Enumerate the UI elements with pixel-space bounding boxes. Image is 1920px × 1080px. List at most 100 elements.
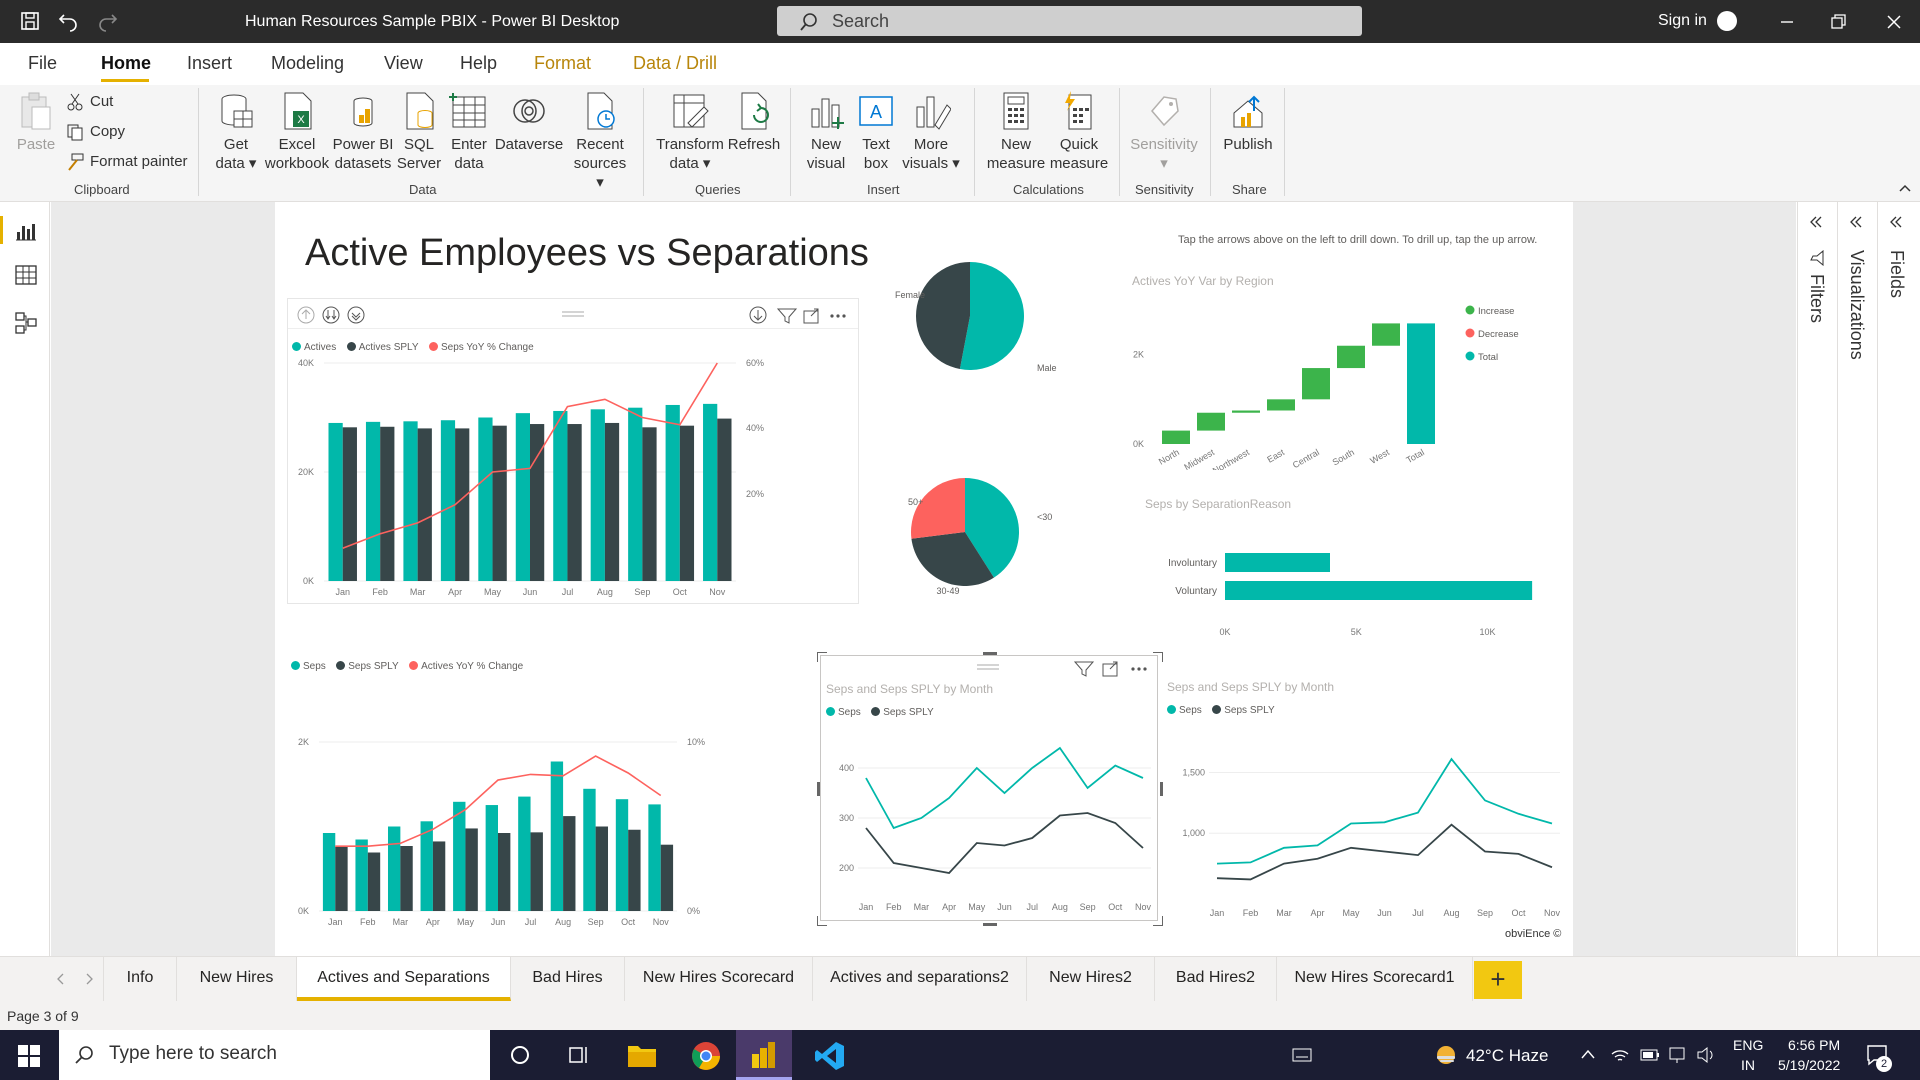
bar-actives — [590, 409, 605, 581]
close-icon[interactable] — [1882, 10, 1906, 34]
menu-file[interactable]: File — [28, 53, 58, 73]
page-tab-actives-and-separations2[interactable]: Actives and separations2 — [813, 957, 1027, 1001]
power-bi-datasets-button[interactable]: Power BI datasets — [332, 91, 394, 173]
text-box-button[interactable]: A Text box — [852, 91, 900, 173]
sql-server-button[interactable]: SQL Server — [395, 91, 443, 173]
refresh-button[interactable]: Refresh — [726, 91, 782, 154]
transform-data-button[interactable]: Transform data ▾ — [654, 91, 726, 173]
collapse-ribbon-icon[interactable] — [1898, 183, 1912, 193]
get-data-button[interactable]: Get data ▾ — [208, 91, 264, 173]
language-code[interactable]: ENG — [1733, 1037, 1764, 1053]
fields-pane[interactable]: Fields — [1877, 202, 1915, 956]
bar-seps-sply — [563, 816, 576, 911]
model-view-icon[interactable] — [13, 310, 39, 336]
windows-start-icon[interactable] — [18, 1045, 40, 1067]
show-hidden-icons-icon[interactable] — [1580, 1048, 1596, 1060]
power-bi-taskbar-button[interactable] — [736, 1030, 792, 1080]
task-view-icon[interactable] — [568, 1044, 590, 1066]
page-tab-new-hires[interactable]: New Hires — [177, 957, 297, 1001]
prev-page-icon[interactable] — [56, 973, 66, 985]
menu-format[interactable]: Format — [534, 53, 592, 73]
sensitivity-button[interactable]: Sensitivity ▾ — [1126, 91, 1202, 173]
region-waterfall-chart[interactable]: Actives YoY Var by Region 0K 2K North Midwe… — [1132, 274, 1552, 474]
data-view-icon[interactable] — [13, 262, 39, 288]
selection-handles[interactable] — [817, 652, 1163, 926]
vscode-icon[interactable] — [814, 1040, 846, 1072]
minimize-icon[interactable] — [1775, 10, 1799, 34]
avatar[interactable] — [1717, 11, 1737, 31]
pie-slice-50 — [911, 478, 965, 539]
region-code[interactable]: IN — [1741, 1057, 1755, 1073]
page-tab-info[interactable]: Info — [103, 957, 177, 1001]
dataverse-button[interactable]: Dataverse — [493, 91, 565, 154]
sign-in-link[interactable]: Sign in — [1658, 12, 1707, 29]
recent-sources-button[interactable]: Recent sources ▾ — [572, 91, 628, 192]
page-tab-actives-and-separations[interactable]: Actives and Separations — [297, 957, 511, 1001]
add-page-button[interactable]: + — [1474, 961, 1522, 999]
search-input[interactable]: Search — [777, 6, 1362, 36]
next-page-icon[interactable] — [84, 973, 94, 985]
save-icon[interactable] — [18, 9, 42, 33]
cut-button[interactable]: Cut — [67, 93, 113, 111]
visualizations-pane[interactable]: Visualizations — [1837, 202, 1875, 956]
visual-options[interactable] — [1073, 658, 1153, 678]
new-visual-button[interactable]: New visual — [800, 91, 852, 173]
cortana-icon[interactable] — [509, 1044, 531, 1066]
page-tab-new-hires-scorecard1[interactable]: New Hires Scorecard1 — [1277, 957, 1473, 1001]
drag-handle-icon[interactable] — [977, 664, 999, 670]
page-tab-bad-hires2[interactable]: Bad Hires2 — [1155, 957, 1277, 1001]
age-pie-chart[interactable]: <30 30-49 50+ — [865, 462, 1075, 612]
report-view-icon[interactable] — [13, 218, 39, 244]
seps-by-month-line-chart[interactable]: Seps and Seps SPLY by Month Seps Seps SP… — [1167, 680, 1567, 920]
paste-button[interactable]: Paste — [14, 91, 58, 154]
chrome-icon[interactable] — [690, 1040, 722, 1072]
visual-options[interactable] — [748, 305, 848, 325]
menu-data-drill[interactable]: Data / Drill — [633, 53, 718, 73]
excel-icon: X — [284, 92, 312, 130]
seps-by-month-line-chart-selected[interactable]: Seps and Seps SPLY by Month Seps Seps SP… — [817, 652, 1163, 926]
file-explorer-icon[interactable] — [626, 1040, 658, 1070]
seps-combo-chart[interactable]: Seps Seps SPLY Actives YoY % Change 0K 2K… — [287, 652, 797, 932]
x-tick-label: Aug — [1052, 902, 1068, 912]
battery-icon[interactable] — [1640, 1048, 1660, 1062]
network-icon[interactable] — [1610, 1046, 1630, 1064]
filters-pane[interactable]: Filters — [1797, 202, 1835, 956]
weather-icon[interactable] — [1433, 1042, 1459, 1068]
menu-modeling[interactable]: Modeling — [271, 53, 345, 73]
copy-button[interactable]: Copy — [67, 123, 125, 141]
redo-icon[interactable] — [96, 9, 120, 33]
separation-reason-bar-chart[interactable]: Seps by SeparationReason Involuntary Volu… — [1145, 497, 1565, 647]
notifications-icon[interactable] — [1866, 1044, 1888, 1066]
drill-controls[interactable] — [296, 305, 366, 325]
publish-button[interactable]: Publish — [1218, 91, 1278, 154]
menu-insert[interactable]: Insert — [187, 53, 233, 73]
bar-seps-sply — [400, 846, 413, 911]
expand-chevron-icon[interactable] — [1808, 214, 1824, 230]
more-visuals-button[interactable]: More visuals ▾ — [900, 91, 962, 173]
enter-data-button[interactable]: Enter data — [446, 91, 492, 173]
undo-icon[interactable] — [56, 9, 80, 33]
menu-home[interactable]: Home — [101, 53, 152, 73]
page-tab-new-hires2[interactable]: New Hires2 — [1027, 957, 1155, 1001]
quick-measure-button[interactable]: Quick measure — [1046, 91, 1112, 173]
expand-chevron-icon[interactable] — [1848, 214, 1864, 230]
format-painter-button[interactable]: Format painter — [68, 153, 188, 171]
menu-help[interactable]: Help — [460, 53, 498, 73]
clock-date[interactable]: 5/19/2022 — [1778, 1057, 1841, 1073]
actives-combo-chart[interactable]: Actives Actives SPLY Seps YoY % Change 0… — [287, 298, 859, 604]
page-tab-new-hires-scorecard[interactable]: New Hires Scorecard — [625, 957, 813, 1001]
clock-time[interactable]: 6:56 PM — [1788, 1037, 1841, 1053]
volume-icon[interactable] — [1696, 1046, 1716, 1064]
gender-pie-chart[interactable]: Male Female — [865, 244, 1075, 374]
restore-icon[interactable] — [1826, 10, 1850, 34]
menu-view[interactable]: View — [384, 53, 423, 73]
taskbar-search-input[interactable]: Type here to search — [59, 1030, 490, 1080]
new-measure-button[interactable]: New measure — [983, 91, 1049, 173]
display-icon[interactable] — [1668, 1046, 1688, 1064]
keyboard-icon[interactable] — [1292, 1048, 1312, 1062]
page-tab-bad-hires[interactable]: Bad Hires — [511, 957, 625, 1001]
drag-handle-icon[interactable] — [562, 311, 584, 317]
bar-seps — [485, 805, 498, 911]
excel-workbook-button[interactable]: X Excel workbook — [262, 91, 332, 173]
expand-chevron-icon[interactable] — [1888, 214, 1904, 230]
